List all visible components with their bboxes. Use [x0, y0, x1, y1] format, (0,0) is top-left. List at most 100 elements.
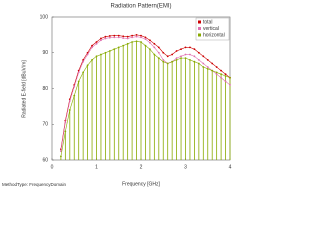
method-note: MethodType: FrequencyDomain — [2, 182, 67, 187]
marker — [193, 55, 196, 58]
marker — [224, 80, 227, 83]
marker — [189, 53, 191, 56]
marker — [77, 80, 80, 83]
x-tick-label: 2 — [140, 164, 143, 170]
marker — [193, 60, 196, 63]
marker — [126, 37, 129, 40]
marker — [140, 36, 142, 39]
marker — [73, 85, 76, 88]
marker — [131, 41, 134, 43]
marker — [175, 59, 178, 61]
marker — [126, 42, 129, 45]
marker — [224, 75, 227, 77]
marker — [100, 37, 102, 40]
marker — [91, 46, 93, 49]
marker — [220, 76, 223, 79]
marker — [117, 46, 120, 49]
marker — [153, 53, 156, 56]
marker — [149, 39, 151, 42]
x-axis-label: Frequency [GHz] — [122, 181, 160, 187]
marker — [157, 46, 160, 49]
marker — [122, 44, 125, 47]
marker — [82, 71, 85, 74]
legend-label: total — [203, 19, 212, 25]
marker — [229, 84, 231, 86]
marker — [108, 35, 111, 37]
marker — [153, 42, 156, 45]
legend-swatch — [198, 33, 201, 37]
marker — [211, 69, 214, 72]
marker — [104, 35, 107, 38]
marker — [60, 150, 62, 152]
marker — [73, 94, 76, 97]
x-tick-label: 1 — [95, 164, 98, 170]
marker — [68, 100, 71, 102]
marker — [202, 62, 205, 65]
marker — [95, 41, 98, 43]
marker — [206, 67, 209, 70]
y-tick-label: 70 — [42, 122, 48, 128]
marker — [135, 35, 138, 38]
y-tick-label: 80 — [42, 86, 48, 92]
marker — [211, 62, 214, 65]
marker — [157, 57, 160, 60]
marker — [162, 51, 165, 54]
marker — [206, 59, 209, 61]
marker — [220, 69, 223, 72]
marker — [175, 57, 178, 60]
marker — [166, 62, 169, 65]
marker — [157, 51, 160, 54]
legend-box — [195, 17, 230, 41]
x-tick-label: 3 — [184, 164, 187, 170]
marker — [144, 38, 147, 41]
marker — [95, 42, 98, 45]
marker — [64, 130, 67, 133]
marker — [215, 73, 218, 76]
marker — [122, 35, 125, 38]
marker — [77, 71, 80, 74]
marker — [197, 62, 200, 65]
marker — [175, 50, 178, 52]
y-tick-label: 100 — [40, 14, 49, 20]
marker — [149, 48, 151, 51]
legend-swatch — [198, 27, 201, 30]
marker — [113, 36, 116, 39]
marker — [68, 109, 71, 111]
marker — [202, 66, 205, 68]
marker — [86, 51, 89, 54]
chart-title: Radiation Pattern(EMI) — [110, 4, 171, 10]
marker — [166, 55, 169, 58]
legend-label: vertical — [203, 26, 219, 32]
marker — [180, 48, 182, 51]
marker — [189, 59, 191, 61]
marker — [140, 41, 142, 43]
marker — [149, 41, 151, 44]
chart: Radiation Pattern(EMI) Frequency [GHz] R… — [2, 4, 232, 188]
marker — [184, 53, 187, 56]
marker — [135, 40, 138, 43]
marker — [224, 73, 227, 76]
y-axis-label: Radiated E-field [dBuV/m] — [21, 60, 27, 118]
x-tick-label: 4 — [229, 164, 232, 170]
marker — [197, 51, 200, 54]
marker — [131, 36, 134, 39]
marker — [189, 46, 191, 49]
marker — [215, 71, 218, 74]
marker — [91, 59, 93, 61]
marker — [122, 37, 125, 39]
marker — [184, 57, 187, 60]
marker — [140, 34, 142, 37]
marker — [180, 57, 182, 60]
marker — [113, 48, 116, 51]
marker — [229, 76, 231, 79]
legend-label: horizontal — [203, 32, 225, 38]
y-tick-label: 90 — [42, 50, 48, 56]
marker — [64, 121, 67, 124]
marker — [153, 46, 156, 49]
marker — [131, 34, 134, 37]
marker — [126, 35, 129, 38]
marker — [171, 53, 174, 56]
legend-swatch — [198, 20, 201, 24]
marker — [184, 46, 187, 49]
marker — [117, 36, 120, 39]
